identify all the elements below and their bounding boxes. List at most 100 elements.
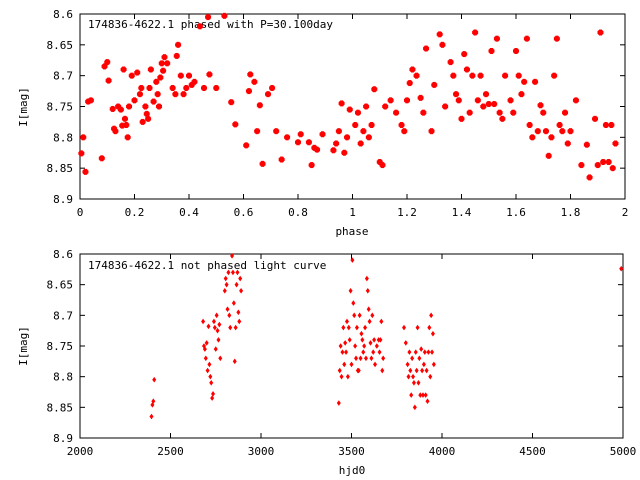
data-point bbox=[461, 51, 468, 58]
data-point bbox=[360, 128, 367, 135]
data-point bbox=[105, 77, 112, 84]
data-point bbox=[405, 361, 410, 368]
data-point bbox=[121, 115, 128, 122]
data-point bbox=[265, 91, 272, 98]
data-point bbox=[348, 288, 353, 294]
data-point bbox=[126, 103, 133, 110]
data-point bbox=[149, 413, 154, 420]
data-point bbox=[499, 115, 506, 122]
data-point bbox=[351, 300, 356, 306]
data-point bbox=[150, 98, 157, 105]
data-point bbox=[480, 103, 487, 110]
data-point bbox=[256, 102, 263, 109]
data-point bbox=[523, 35, 530, 42]
data-point bbox=[228, 99, 235, 106]
data-point bbox=[423, 392, 428, 398]
data-point bbox=[529, 134, 536, 141]
data-point bbox=[605, 159, 612, 165]
data-point bbox=[109, 105, 116, 112]
x-tick-label: 1 bbox=[349, 206, 356, 219]
x-tick-label: 5000 bbox=[610, 445, 637, 458]
data-point bbox=[134, 69, 141, 76]
data-point bbox=[413, 72, 420, 79]
data-point bbox=[157, 74, 164, 81]
data-point bbox=[424, 367, 429, 374]
data-point bbox=[227, 312, 232, 319]
data-point bbox=[243, 142, 250, 149]
data-point bbox=[417, 94, 424, 101]
x-tick-label: 0.8 bbox=[288, 206, 308, 219]
data-points bbox=[78, 12, 619, 181]
data-point bbox=[354, 109, 361, 116]
x-tick-label: 2500 bbox=[157, 445, 184, 458]
data-point bbox=[413, 349, 418, 355]
data-point bbox=[345, 373, 350, 380]
data-point bbox=[362, 343, 367, 349]
data-point bbox=[254, 128, 261, 135]
x-tick-label: 4000 bbox=[429, 445, 456, 458]
data-point bbox=[609, 165, 616, 172]
data-point bbox=[410, 355, 415, 362]
data-point bbox=[146, 85, 153, 91]
data-point bbox=[319, 131, 326, 138]
y-tick-label: 8.75 bbox=[47, 101, 74, 114]
axis-ticks: 0 0.2 0.4 0.6 0.8 1 1.2 1.4 1.6 1.8 2 8.6 8.65 8.7 8.7… bbox=[47, 8, 629, 219]
data-point bbox=[425, 398, 430, 404]
data-point bbox=[160, 67, 167, 74]
data-point bbox=[98, 155, 105, 162]
data-point bbox=[136, 91, 143, 98]
data-point bbox=[311, 144, 318, 151]
data-point bbox=[430, 330, 435, 337]
data-point bbox=[339, 373, 344, 380]
data-point bbox=[521, 78, 528, 85]
y-tick-label: 8.9 bbox=[53, 432, 73, 445]
data-point bbox=[152, 376, 157, 383]
data-point bbox=[143, 110, 150, 117]
data-point bbox=[428, 128, 435, 135]
data-point bbox=[232, 121, 239, 128]
data-point bbox=[150, 402, 155, 408]
data-point bbox=[578, 162, 585, 169]
data-point bbox=[206, 71, 213, 78]
data-point bbox=[346, 106, 353, 113]
data-point bbox=[408, 367, 413, 374]
data-point bbox=[139, 118, 146, 125]
data-point bbox=[417, 355, 422, 362]
data-point bbox=[226, 269, 231, 276]
data-point bbox=[338, 100, 345, 107]
data-point bbox=[450, 72, 457, 79]
data-points bbox=[149, 253, 624, 420]
data-point bbox=[361, 349, 366, 355]
x-tick-label: 1.8 bbox=[561, 206, 581, 219]
data-point bbox=[357, 312, 362, 319]
axis-ticks: 2000 2500 3000 3500 4000 4500 5000 8.6 8.65 8.7 8.… bbox=[47, 248, 637, 458]
data-point bbox=[368, 122, 375, 128]
data-point bbox=[370, 312, 375, 319]
data-point bbox=[403, 340, 408, 346]
data-point bbox=[496, 109, 503, 116]
data-point bbox=[330, 147, 337, 154]
data-point bbox=[237, 318, 242, 325]
data-point bbox=[564, 140, 571, 147]
x-tick-label: 2 bbox=[622, 206, 629, 219]
data-point bbox=[409, 66, 416, 73]
data-point bbox=[203, 355, 208, 362]
data-point bbox=[562, 109, 569, 116]
data-point bbox=[346, 324, 351, 331]
data-point bbox=[156, 103, 163, 110]
data-point bbox=[213, 346, 218, 352]
data-point bbox=[211, 318, 216, 325]
data-point bbox=[142, 103, 149, 110]
data-point bbox=[212, 324, 217, 331]
data-point bbox=[295, 139, 301, 146]
data-point bbox=[415, 324, 420, 331]
data-point bbox=[556, 122, 563, 128]
x-tick-label: 2000 bbox=[67, 445, 94, 458]
data-point bbox=[485, 101, 492, 108]
data-point bbox=[463, 66, 470, 73]
data-point bbox=[526, 122, 533, 128]
data-point bbox=[458, 115, 465, 122]
data-point bbox=[612, 140, 619, 147]
data-point bbox=[371, 86, 378, 93]
data-point bbox=[239, 288, 244, 294]
